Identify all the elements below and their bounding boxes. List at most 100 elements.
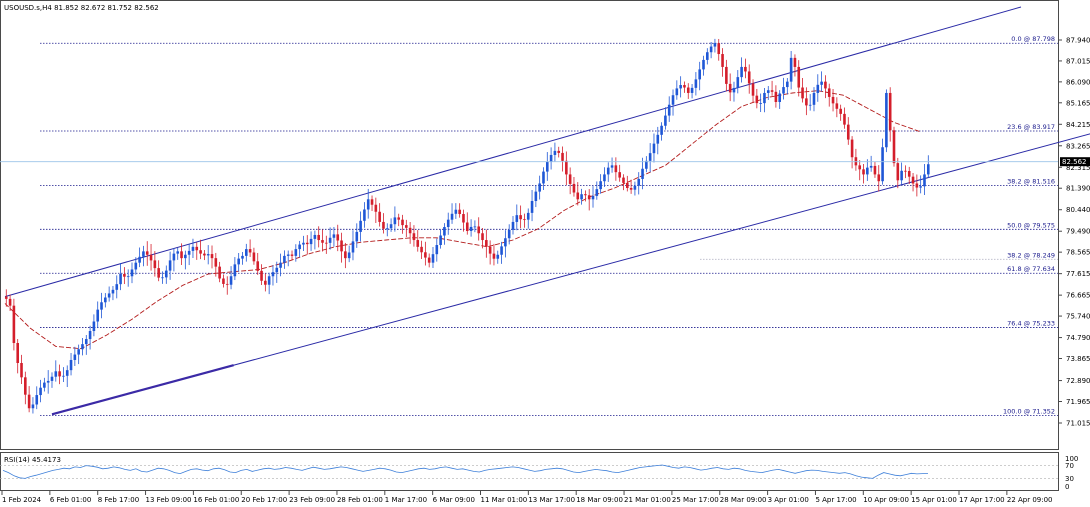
candle-bull [500, 246, 503, 255]
candle-bear [477, 226, 481, 234]
candle-bull [187, 250, 191, 255]
candle-bull [134, 262, 138, 270]
candle-bear [340, 240, 343, 252]
candle-bear [20, 362, 23, 378]
candle-bear [877, 174, 881, 182]
candle-bear [405, 225, 408, 228]
time-tick-label: 3 Apr 01:00 [768, 496, 809, 504]
candle-bull [675, 88, 679, 96]
fib-level-label: 0.0 @ 87.798 [1011, 35, 1055, 43]
candle-bear [252, 252, 256, 262]
time-axis[interactable]: 1 Feb 2024 6 Feb 01:00 8 Feb 17:00 13 Feb 0… [1, 491, 1053, 504]
candle-bear [408, 227, 412, 234]
channel-line [51, 133, 1090, 415]
time-tick-label: 25 Mar 17:00 [672, 496, 719, 504]
candle-bull [279, 262, 282, 268]
candle-bull [610, 165, 614, 168]
candle-bull [168, 260, 172, 271]
time-tick-label: 13 Feb 09:00 [146, 496, 192, 504]
candle-bear [584, 194, 587, 196]
candle-bull [595, 189, 599, 196]
candle-bear [618, 172, 621, 178]
candle-bull [766, 90, 770, 93]
candle-bull [294, 249, 298, 256]
candle-bull [511, 221, 515, 230]
time-tick-label: 1 Mar 17:00 [385, 496, 427, 504]
fib-level-label: 50.0 @ 79.575 [1007, 221, 1055, 229]
candle-bull [309, 238, 313, 245]
candle-bull [778, 93, 781, 103]
candle-bear [561, 152, 564, 161]
candle-bull [267, 276, 271, 285]
candle-bull [820, 81, 823, 85]
candle-bear [27, 394, 31, 409]
last-price-tag-bg [1060, 157, 1090, 167]
candle-bull [786, 81, 789, 88]
price-axis[interactable]: 87.940 87.015 86.090 85.165 84.215 83.265 82.3… [1058, 37, 1090, 428]
candle-bull [713, 43, 717, 47]
candle-bear [248, 249, 252, 253]
candle-bear [686, 87, 690, 93]
fibonacci-retracement[interactable]: 0.0 @ 87.798 23.6 @ 83.917 38.2 @ 81.516 50… [40, 35, 1058, 416]
candle-bull [919, 186, 922, 188]
candle-bull [599, 181, 602, 190]
candle-bear [24, 377, 27, 395]
time-tick-label: 28 Feb 01:00 [337, 496, 383, 504]
candle-bull [496, 254, 500, 259]
candle-bear [797, 66, 801, 88]
candle-bull [92, 321, 96, 332]
candle-bull [538, 183, 541, 192]
candle-bear [325, 242, 328, 244]
candle-bull [881, 147, 884, 182]
candle-bear [481, 233, 484, 241]
candle-bull [54, 371, 58, 377]
candle-bull [31, 404, 35, 409]
candle-bear [416, 240, 420, 247]
last-price-tag: 82.562 [1060, 157, 1090, 167]
time-tick-label: 15 Apr 01:00 [911, 496, 957, 504]
candle-bear [896, 163, 900, 181]
candle-bull [73, 354, 77, 360]
candle-bull [46, 380, 50, 383]
candle-bull [191, 246, 195, 251]
candle-bear [770, 90, 774, 92]
candle-bear [835, 103, 839, 109]
candle-bull [347, 252, 351, 259]
candle-bull [690, 87, 694, 93]
candlestick-series [4, 38, 930, 414]
candle-bull [100, 302, 103, 310]
candle-bull [542, 171, 545, 184]
candle-bull [652, 143, 656, 154]
price-tick-label: 75.740 [1066, 313, 1090, 321]
candle-bull [732, 87, 736, 93]
candle-bull [591, 195, 595, 200]
candle-bear [721, 54, 724, 67]
fib-level-label: 38.2 @ 81.516 [1007, 177, 1055, 185]
candle-bear [747, 71, 751, 84]
trend-channel[interactable] [4, 6, 1090, 416]
candle-bull [363, 209, 366, 221]
candle-bull [553, 150, 557, 155]
candle-bull [393, 217, 397, 225]
candle-bull [88, 331, 92, 340]
candle-bear [397, 217, 400, 220]
candle-bear [123, 273, 126, 277]
candle-bear [12, 305, 16, 344]
candle-bear [199, 250, 202, 254]
candle-bull [115, 284, 119, 290]
candle-bull [545, 161, 549, 172]
time-tick-label: 20 Feb 17:00 [241, 496, 287, 504]
candle-bear [378, 211, 381, 222]
candle-bull [275, 267, 279, 273]
candle-bull [328, 237, 332, 243]
candle-bull [62, 375, 65, 377]
candle-bull [515, 215, 519, 222]
candle-bull [298, 244, 301, 250]
candle-bear [492, 253, 496, 259]
candle-bear [744, 66, 747, 72]
candle-bear [424, 252, 427, 258]
time-tick-label: 1 Feb 2024 [2, 496, 42, 504]
candle-bull [926, 164, 930, 175]
candle-bear [614, 165, 618, 173]
